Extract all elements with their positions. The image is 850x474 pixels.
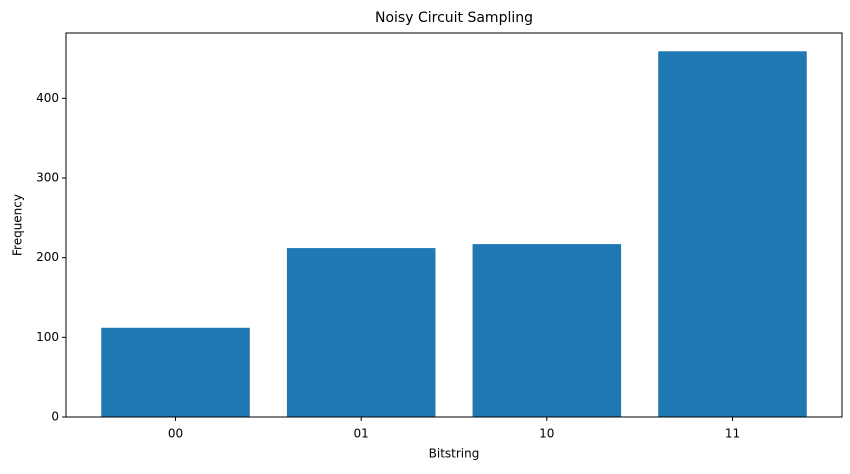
y-tick-label: 0: [51, 410, 59, 424]
chart-title: Noisy Circuit Sampling: [375, 10, 533, 26]
y-tick-label: 300: [36, 170, 59, 184]
y-axis-label: Frequency: [11, 194, 25, 256]
bar: [286, 248, 436, 417]
x-tick-label: 10: [539, 427, 554, 441]
bar: [658, 51, 807, 418]
y-tick-label: 100: [36, 330, 59, 344]
y-tick-label: 200: [36, 250, 59, 264]
x-tick-label: 01: [354, 427, 369, 441]
x-tick-label: 11: [725, 427, 740, 441]
x-tick-label: 00: [168, 427, 183, 441]
plot-frame: [65, 32, 843, 418]
x-axis-label: Bitstring: [429, 447, 480, 461]
y-tick-label: 400: [36, 91, 59, 105]
bar: [101, 327, 250, 417]
bar: [472, 244, 622, 417]
